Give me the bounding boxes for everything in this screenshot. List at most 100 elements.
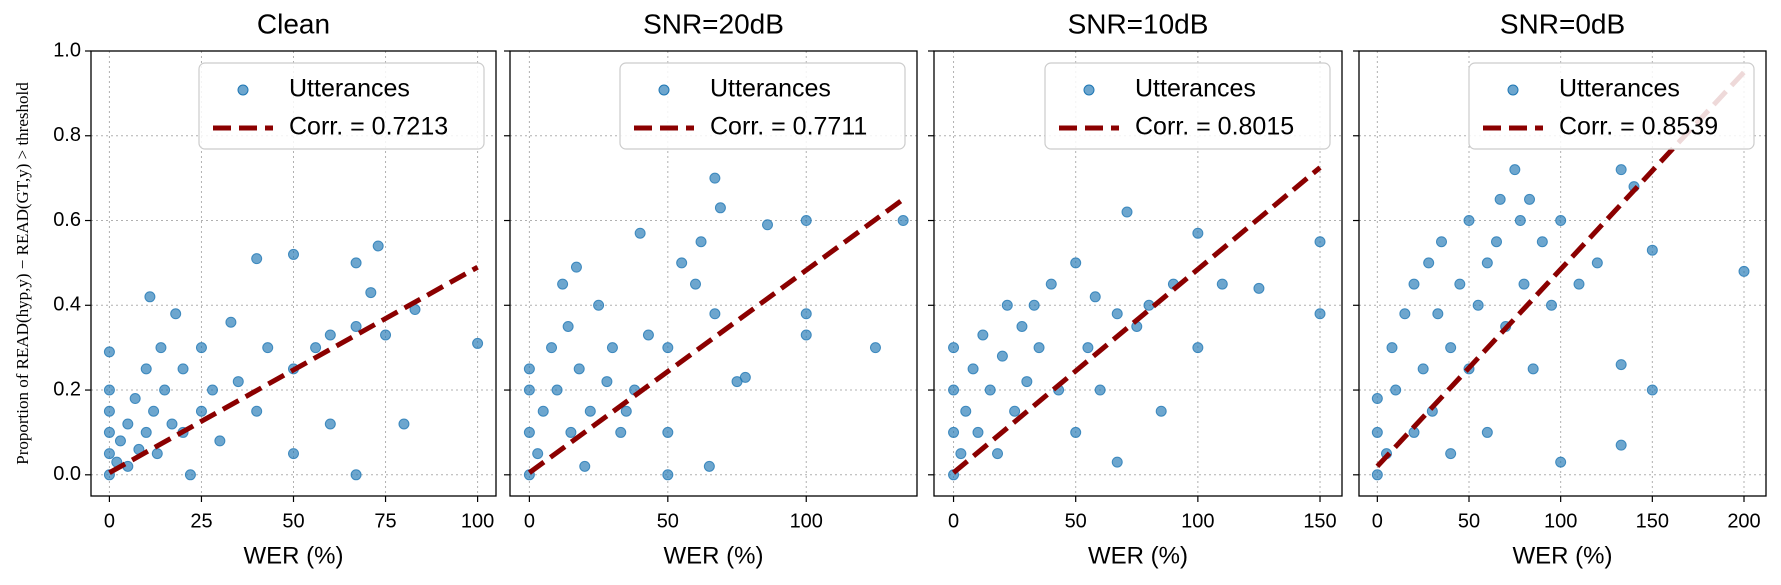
data-point xyxy=(570,261,582,273)
data-point xyxy=(1417,363,1429,375)
data-point xyxy=(1445,342,1457,354)
regression-line xyxy=(527,197,905,475)
y-tick-label: 0.2 xyxy=(53,378,81,400)
legend-label: Utterances xyxy=(710,75,831,103)
data-point xyxy=(1192,342,1204,354)
data-point xyxy=(714,202,726,214)
data-point xyxy=(1445,448,1457,460)
data-point xyxy=(103,426,115,438)
data-point xyxy=(1524,193,1535,205)
plot-frame xyxy=(90,50,497,497)
data-point xyxy=(662,469,674,481)
data-point xyxy=(703,460,715,472)
data-point xyxy=(1390,384,1402,396)
data-point xyxy=(1121,206,1133,218)
x-tick-label: 75 xyxy=(374,510,396,532)
data-point xyxy=(380,329,392,341)
chart-title: SNR=20dB xyxy=(643,8,784,39)
y-tick-label: 0.0 xyxy=(53,463,81,485)
data-point xyxy=(324,329,336,341)
plot-frame xyxy=(1358,50,1767,497)
y-tick-label: 0.6 xyxy=(53,209,81,231)
subplot: 0.0 0.2 0.4 0.6 0.8 1.0 0 25 50 75 100 Clean WER (%)… xyxy=(13,8,497,569)
regression-line xyxy=(951,165,1322,475)
data-point xyxy=(1111,308,1123,320)
data-point xyxy=(557,278,569,290)
x-tick-label: 150 xyxy=(1303,510,1336,532)
subplot: 0 50 100 SNR=20dB WER (%) Utterances Corr. = 0… xyxy=(504,8,918,569)
data-point xyxy=(1045,278,1057,290)
data-point xyxy=(251,253,263,265)
legend-label: Corr. = 0.8015 xyxy=(1135,113,1294,141)
data-point xyxy=(310,342,322,354)
chart-title: SNR=0dB xyxy=(1500,8,1625,39)
data-point xyxy=(960,405,972,417)
data-point xyxy=(523,363,535,375)
x-tick-label: 50 xyxy=(1065,510,1087,532)
data-point xyxy=(1536,236,1548,248)
regression-line xyxy=(108,264,479,475)
x-tick-label: 25 xyxy=(190,510,212,532)
data-point xyxy=(1615,439,1627,451)
data-point xyxy=(1481,257,1493,269)
x-axis-label: WER (%) xyxy=(1513,542,1613,569)
data-point xyxy=(1371,426,1383,438)
legend-label: Utterances xyxy=(1559,75,1680,103)
data-point xyxy=(1155,405,1167,417)
data-point xyxy=(324,418,336,430)
plot-frame xyxy=(933,50,1343,497)
data-point xyxy=(1527,363,1539,375)
data-point xyxy=(897,215,909,227)
data-point xyxy=(695,236,707,248)
x-axis-label: WER (%) xyxy=(244,542,344,569)
data-point xyxy=(214,435,226,447)
data-point xyxy=(1314,236,1326,248)
data-point xyxy=(195,405,207,417)
data-point xyxy=(869,342,881,354)
data-point xyxy=(1070,257,1082,269)
data-point xyxy=(177,363,189,375)
data-point xyxy=(1509,164,1521,176)
data-point xyxy=(642,329,654,341)
plot-frame xyxy=(509,50,918,497)
data-point xyxy=(129,393,141,405)
legend-label: Corr. = 0.8539 xyxy=(1559,113,1718,141)
data-point xyxy=(739,371,751,383)
data-point xyxy=(144,291,156,303)
x-tick-label: 0 xyxy=(104,510,115,532)
x-axis-label: WER (%) xyxy=(664,542,764,569)
data-point xyxy=(800,308,812,320)
x-tick-label: 200 xyxy=(1727,510,1760,532)
data-point xyxy=(709,308,721,320)
y-tick-label: 0.4 xyxy=(53,294,81,316)
data-point xyxy=(992,448,1004,460)
data-point xyxy=(615,426,627,438)
data-point xyxy=(398,418,410,430)
data-point xyxy=(103,384,115,396)
data-point xyxy=(1472,299,1484,311)
data-point xyxy=(1314,308,1326,320)
data-point xyxy=(1591,257,1603,269)
data-point xyxy=(1463,215,1475,227)
chart-title: SNR=10dB xyxy=(1068,8,1209,39)
data-point xyxy=(251,405,263,417)
data-point xyxy=(225,316,237,328)
data-point xyxy=(350,257,362,269)
data-point xyxy=(1573,278,1585,290)
data-point xyxy=(1028,299,1040,311)
data-point xyxy=(1423,257,1435,269)
data-point xyxy=(1491,236,1502,248)
data-point xyxy=(472,337,484,349)
data-point xyxy=(1016,320,1028,332)
data-point xyxy=(761,219,773,231)
data-point xyxy=(1089,291,1101,303)
x-tick-label: 50 xyxy=(1458,510,1480,532)
data-point xyxy=(601,376,613,388)
data-point xyxy=(1216,278,1228,290)
data-point xyxy=(1033,342,1045,354)
data-point xyxy=(288,248,299,260)
data-point xyxy=(1481,426,1493,438)
legend-marker xyxy=(237,84,249,96)
data-point xyxy=(634,227,646,239)
